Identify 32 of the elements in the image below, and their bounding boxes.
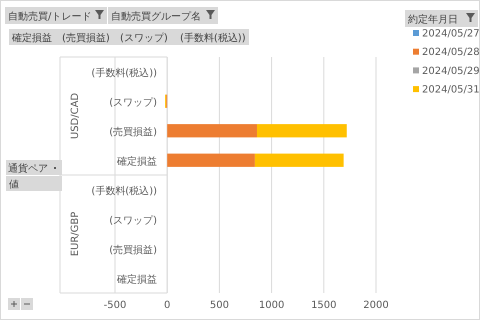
x-tick-label: 2000: [363, 300, 389, 311]
y-tick-label: (スワップ): [109, 96, 158, 108]
legend-label: 2024/05/28: [422, 47, 480, 58]
bar: [167, 154, 255, 167]
text: 通貨ペア: [8, 162, 48, 174]
text: 自動売買グループ名: [111, 10, 201, 22]
x-tick-label: 1500: [311, 300, 337, 311]
legend-title: 約定年月日: [408, 14, 458, 26]
y-tick-label: 確定損益: [116, 155, 157, 168]
x-tick-label: 0: [164, 300, 170, 311]
text: (手数料(税込)): [180, 32, 246, 44]
x-tick-label: -500: [104, 300, 126, 311]
x-tick-label: 500: [210, 300, 229, 311]
text: 自動売買/トレード: [8, 10, 92, 22]
legend-label: 2024/05/31: [422, 84, 480, 96]
y-tick-label: (スワップ): [109, 214, 158, 226]
x-tick-label: 1000: [258, 300, 284, 311]
text: (売買損益): [62, 32, 110, 44]
y-tick-label: (売買損益): [109, 126, 158, 138]
y-tick-label: (手数料(税込)): [91, 66, 158, 79]
bar: [254, 154, 344, 167]
bar: [256, 124, 347, 138]
y-tick-label: 確定損益: [116, 273, 157, 286]
text: USD/CAD: [70, 92, 81, 140]
text: EUR/GBP: [70, 212, 81, 256]
bar: [167, 124, 257, 138]
legend-label: 2024/05/29: [422, 66, 480, 77]
legend-label: 2024/05/27: [422, 28, 480, 40]
text: 値: [9, 178, 19, 190]
text: 確定損益: [11, 32, 52, 44]
y-tick-label: (売買損益): [109, 244, 158, 256]
y-tick-label: (手数料(税込)): [91, 184, 158, 197]
